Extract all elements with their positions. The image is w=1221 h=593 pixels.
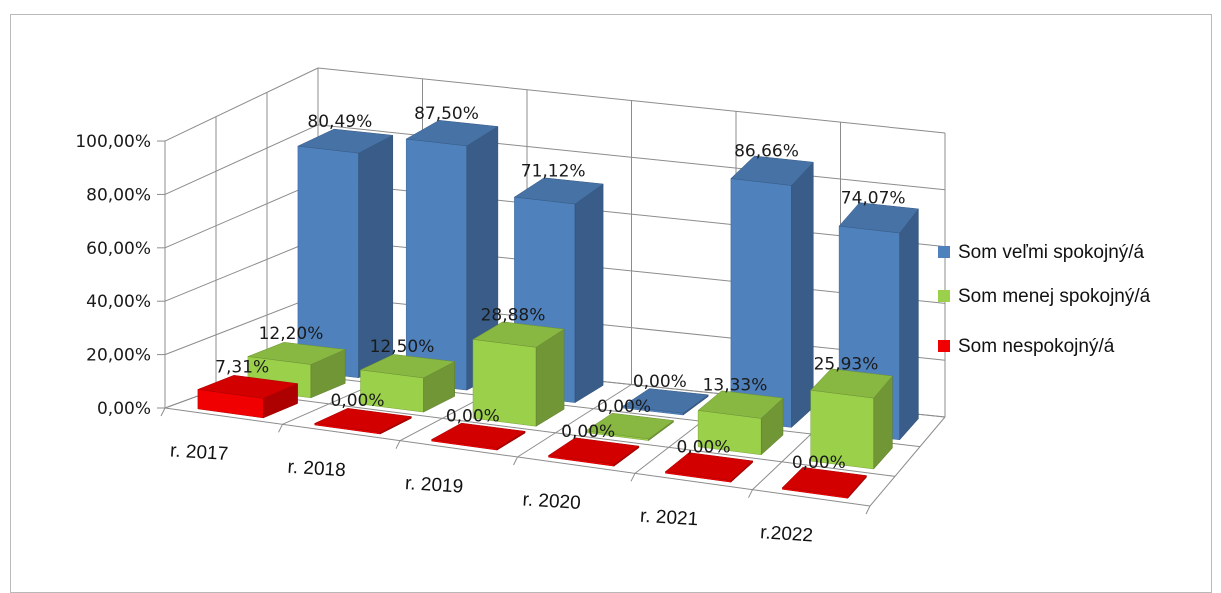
y-tick-label: 0,00% — [97, 399, 151, 419]
data-label: 0,00% — [330, 391, 384, 411]
category-label: r.2022 — [760, 522, 814, 546]
data-label: 12,20% — [259, 324, 324, 344]
y-tick-label: 20,00% — [86, 346, 151, 366]
data-label: 12,50% — [370, 337, 435, 357]
side-wall-gridline — [165, 238, 318, 301]
legend-swatch — [938, 290, 950, 302]
x-axis-tick — [631, 473, 635, 481]
data-label: 28,88% — [481, 305, 546, 325]
data-label: 86,66% — [734, 142, 799, 162]
side-wall-gridline — [165, 182, 318, 248]
data-label: 0,00% — [446, 407, 500, 427]
y-tick-label: 80,00% — [86, 185, 151, 205]
bar-side-face — [900, 209, 919, 440]
data-label: 0,00% — [597, 397, 651, 417]
category-label: r. 2021 — [639, 506, 698, 531]
x-axis-tick — [514, 457, 518, 465]
data-label: 13,33% — [703, 375, 768, 395]
y-tick-label: 100,00% — [75, 132, 151, 152]
y-tick-label: 60,00% — [86, 239, 151, 259]
data-label: 25,93% — [814, 354, 879, 374]
legend-label: Som nespokojný/á — [958, 336, 1115, 357]
data-label: 71,12% — [521, 162, 586, 182]
x-axis-tick — [279, 424, 283, 432]
x-axis-tick — [866, 506, 870, 514]
legend-label: Som menej spokojný/á — [958, 286, 1151, 307]
data-label: 87,50% — [414, 104, 479, 124]
side-wall-gridline — [165, 68, 318, 141]
data-label: 0,00% — [633, 372, 687, 392]
bar-top-face — [315, 408, 412, 432]
x-axis-tick — [161, 408, 165, 416]
data-label: 0,00% — [561, 422, 615, 442]
category-label: r. 2020 — [522, 489, 581, 514]
data-label: 80,49% — [307, 112, 372, 132]
side-wall-gridline — [165, 125, 318, 195]
category-label: r. 2017 — [169, 440, 228, 465]
x-axis-tick — [749, 490, 753, 498]
y-tick-label: 40,00% — [86, 292, 151, 312]
legend-swatch — [938, 246, 950, 258]
data-label: 0,00% — [676, 437, 730, 457]
category-label: r. 2018 — [287, 457, 346, 482]
legend-swatch — [938, 340, 950, 352]
legend-label: Som veľmi spokojný/á — [958, 242, 1145, 263]
data-label: 0,00% — [792, 453, 846, 473]
category-label: r. 2019 — [404, 473, 463, 498]
x-axis-tick — [396, 441, 400, 449]
data-label: 7,31% — [215, 358, 269, 378]
bar-side-face — [792, 162, 814, 427]
data-label: 74,07% — [841, 189, 906, 209]
bar-side-face — [575, 184, 603, 403]
